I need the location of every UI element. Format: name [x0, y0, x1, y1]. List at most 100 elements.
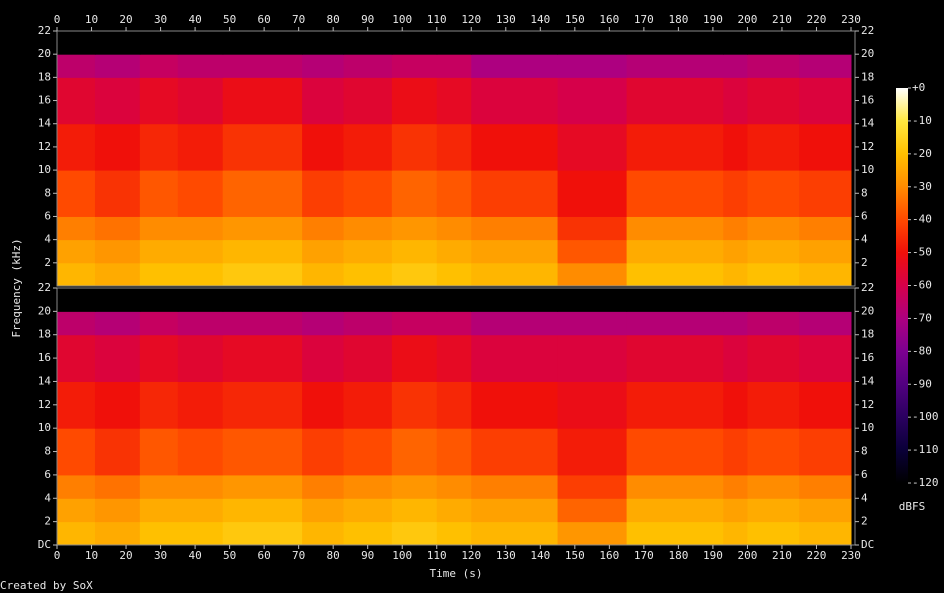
heatmap-cell	[436, 77, 472, 125]
heatmap-cell	[343, 239, 393, 264]
heatmap-cell	[177, 311, 224, 336]
y-tick-label: 2	[861, 256, 868, 269]
heatmap-cell	[626, 54, 724, 78]
y-tick-label: 6	[861, 209, 868, 222]
heatmap-cell	[723, 262, 748, 287]
plot-frame	[56, 287, 856, 546]
x-tick-label: 30	[154, 549, 167, 562]
y-tick-label: 8	[44, 186, 51, 199]
heatmap-cell	[139, 428, 179, 476]
heatmap-cell	[302, 239, 345, 264]
y-tick-label: 14	[38, 117, 52, 130]
heatmap-cell	[302, 428, 345, 476]
heatmap-cell	[747, 288, 800, 312]
heatmap-cell	[57, 288, 96, 312]
heatmap-cell	[57, 216, 96, 241]
heatmap-cell	[723, 498, 748, 523]
heatmap-cell	[343, 123, 393, 171]
heatmap-cell	[343, 262, 393, 287]
x-tick-label: 100	[392, 13, 412, 26]
heatmap-cell	[391, 31, 438, 55]
heatmap-cell	[391, 474, 438, 499]
heatmap-cell	[471, 262, 559, 287]
heatmap-cell	[302, 381, 345, 429]
heatmap-cell	[139, 170, 179, 217]
x-tick-label: 100	[392, 549, 412, 562]
heatmap-cell	[557, 428, 628, 476]
heatmap-cell	[177, 170, 224, 217]
heatmap-cell	[94, 54, 141, 78]
heatmap-cell	[436, 239, 472, 264]
heatmap-cell	[222, 170, 303, 217]
y-tick-label: 10	[861, 163, 874, 176]
heatmap-cell	[57, 521, 96, 546]
heatmap-cell	[799, 239, 852, 264]
heatmap-cell	[57, 170, 96, 217]
x-tick-label: 70	[292, 549, 305, 562]
y-tick-label: 18	[38, 328, 51, 341]
heatmap-cell	[557, 521, 628, 546]
heatmap-cell	[799, 311, 852, 336]
x-tick-label: 200	[737, 549, 757, 562]
heatmap-cell	[747, 521, 800, 546]
heatmap-cell	[222, 123, 303, 171]
heatmap-cell	[302, 216, 345, 241]
heatmap-cell	[557, 77, 628, 125]
y-tick-label: 4	[44, 233, 51, 246]
heatmap-cell	[177, 334, 224, 382]
heatmap-cell	[557, 262, 628, 287]
y-tick-label: 20	[861, 47, 874, 60]
heatmap-cell	[94, 170, 141, 217]
x-tick-label: 130	[496, 13, 516, 26]
x-tick-label: 60	[258, 13, 271, 26]
heatmap-cell	[57, 474, 96, 499]
heatmap-cell	[139, 216, 179, 241]
heatmap-cell	[391, 170, 438, 217]
heatmap-cell	[57, 498, 96, 523]
y-tick-label: 14	[38, 374, 52, 387]
heatmap-cell	[436, 498, 472, 523]
y-tick-label: 12	[861, 398, 874, 411]
heatmap-cell	[626, 521, 724, 546]
x-tick-label: 160	[599, 13, 619, 26]
colorbar-tick-label: -10	[912, 114, 932, 127]
heatmap-cell	[436, 31, 472, 55]
heatmap-cell	[94, 311, 141, 336]
colorbar-label: dBFS	[899, 500, 926, 513]
y-tick-label: 14	[861, 374, 875, 387]
heatmap-cell	[391, 381, 438, 429]
heatmap-cell	[302, 498, 345, 523]
y-tick-label: 12	[38, 398, 51, 411]
x-tick-label: 210	[772, 549, 792, 562]
plot-frame	[56, 30, 856, 287]
y-tick-label: 16	[861, 94, 874, 107]
heatmap-cell	[391, 334, 438, 382]
colorbar-tick-label: -80	[912, 344, 932, 357]
heatmap-cell	[57, 381, 96, 429]
heatmap-cell	[57, 334, 96, 382]
x-tick-label: 50	[223, 549, 236, 562]
heatmap-cell	[557, 311, 628, 336]
x-tick-label: 20	[119, 13, 132, 26]
heatmap-cell	[139, 262, 179, 287]
x-tick-label: 50	[223, 13, 236, 26]
heatmap-cell	[177, 381, 224, 429]
y-tick-label: 10	[861, 421, 874, 434]
x-tick-label: 130	[496, 549, 516, 562]
heatmap-cell	[177, 262, 224, 287]
heatmap-cell	[139, 311, 179, 336]
x-tick-label: 150	[565, 13, 585, 26]
heatmap-cell	[177, 77, 224, 125]
heatmap-cell	[222, 381, 303, 429]
y-tick-label: 22	[861, 281, 874, 294]
heatmap-cell	[139, 239, 179, 264]
heatmap-cell	[302, 31, 345, 55]
x-tick-label: 230	[841, 13, 861, 26]
heatmap-cell	[799, 123, 852, 171]
heatmap-cell	[222, 54, 303, 78]
heatmap-cell	[343, 521, 393, 546]
x-tick-label: 150	[565, 549, 585, 562]
heatmap-cell	[626, 474, 724, 499]
x-tick-label: 60	[258, 549, 271, 562]
heatmap-cell	[343, 170, 393, 217]
